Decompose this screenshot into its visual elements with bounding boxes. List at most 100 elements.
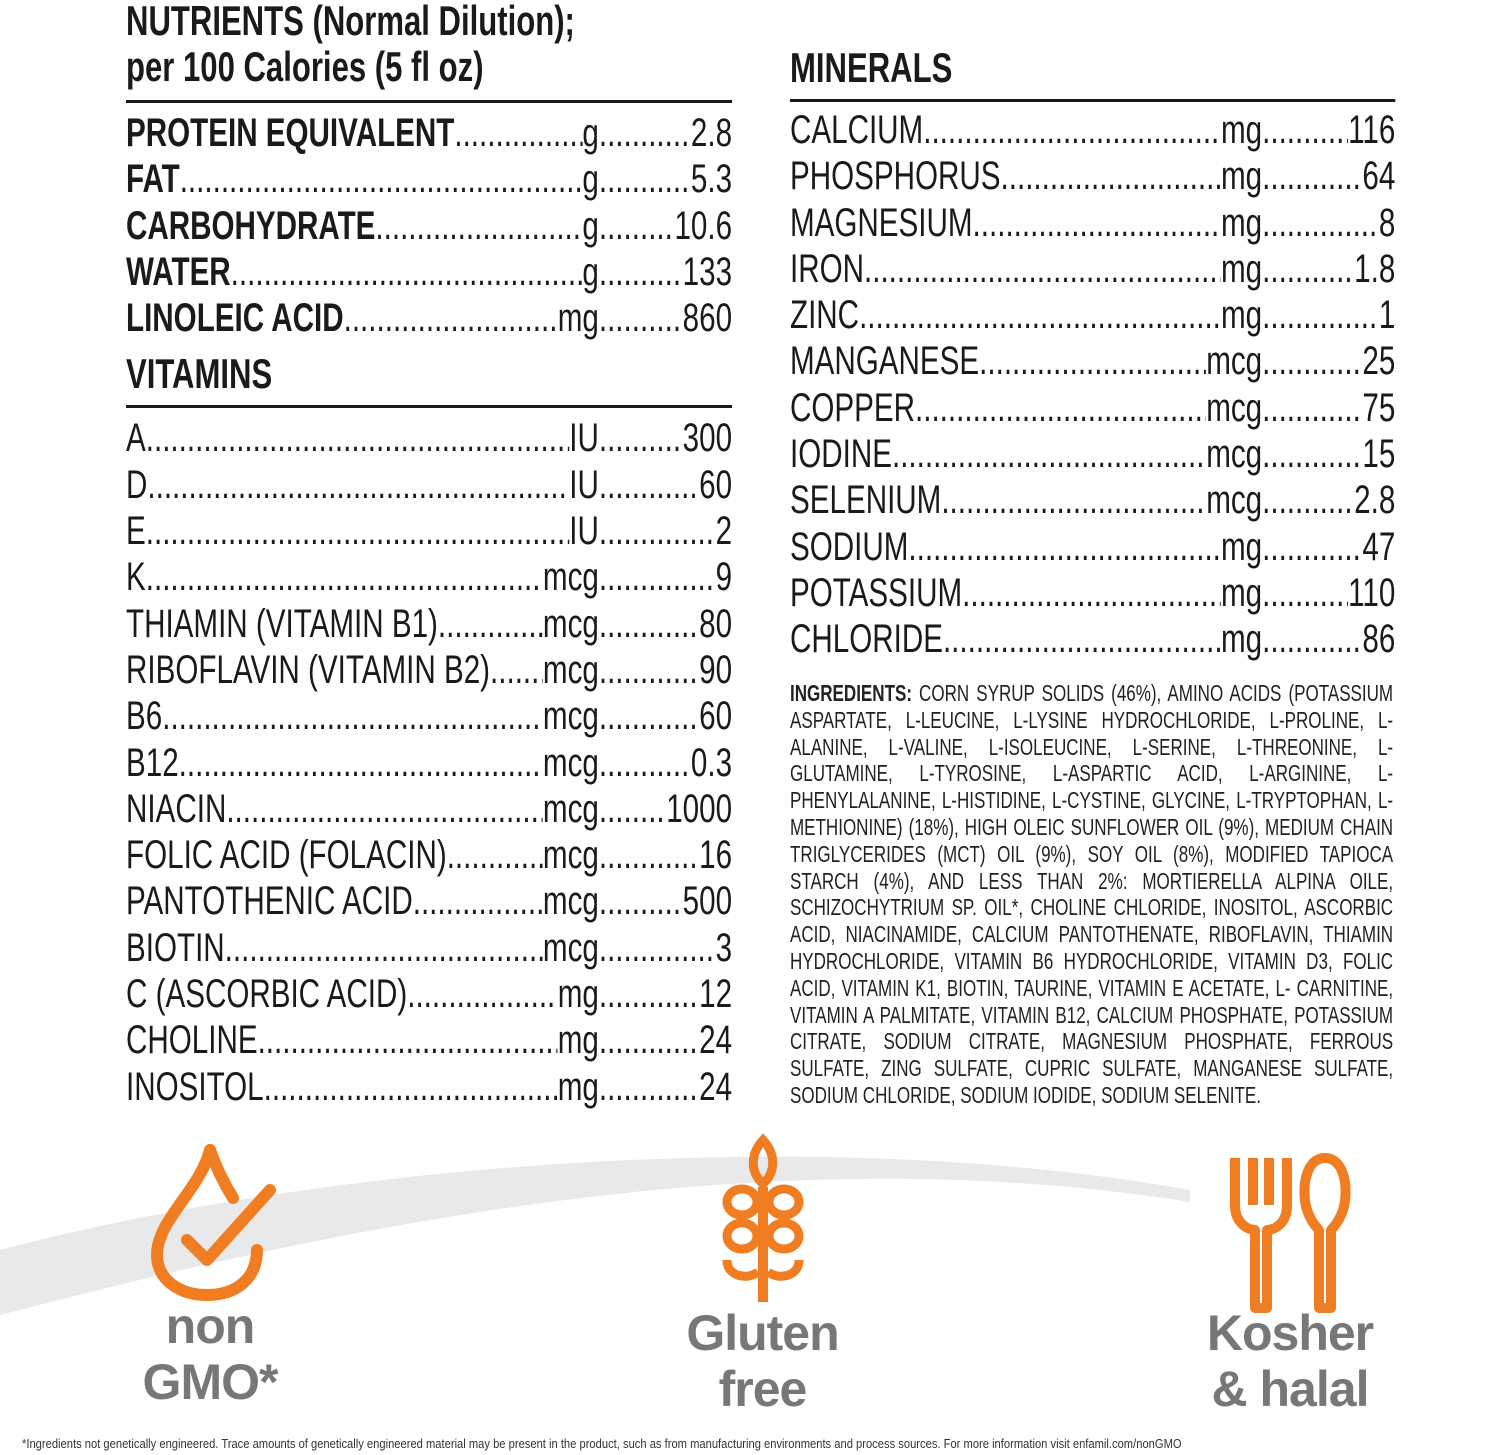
dot-leader (979, 338, 1206, 384)
nutrient-name: IODINE (790, 432, 892, 477)
nutrient-value: 1 (1378, 293, 1396, 338)
nutrient-unit: mg (1220, 293, 1263, 338)
nutrient-name: K (126, 555, 146, 600)
dot-leader (599, 647, 699, 693)
nutrient-name: D (126, 462, 148, 507)
dot-leader (413, 878, 543, 924)
nutrient-unit: mcg (1206, 339, 1263, 384)
oil-drop-check-icon (150, 1144, 276, 1302)
wheat-icon (722, 1133, 804, 1302)
dot-leader (225, 925, 543, 971)
nutrient-name: SELENIUM (790, 478, 942, 523)
dot-leader (923, 107, 1221, 153)
nutrient-value: 25 (1362, 339, 1396, 384)
nutrient-row: CARBOHYDRATE g 10.6 (126, 203, 732, 249)
dot-leader (226, 786, 543, 832)
nutrient-row: B6 mcg 60 (126, 693, 732, 739)
nutrient-unit: g (582, 203, 599, 248)
nutrients-column: NUTRIENTS (Normal Dilution); per 100 Cal… (126, 0, 733, 1110)
nutrient-unit: mg (557, 1064, 599, 1109)
badge-line: & halal (1211, 1361, 1370, 1417)
nutrient-unit: mcg (542, 601, 599, 646)
nutrient-row: IODINE mcg 15 (790, 431, 1395, 477)
nutrient-unit: mg (1220, 246, 1263, 291)
dot-leader (599, 786, 666, 832)
nutrient-name: RIBOFLAVIN (VITAMIN B2) (126, 647, 491, 692)
nutrient-unit: mcg (1206, 478, 1263, 523)
nutrient-value: 116 (1348, 108, 1396, 152)
nutrient-row: SODIUM mg 47 (790, 524, 1395, 570)
nutrient-unit: g (582, 111, 599, 155)
nutrient-name: PROTEIN EQUIVALENT (126, 111, 455, 155)
background-swoosh (0, 1156, 1190, 1315)
nutrient-row: WATER g 133 (126, 249, 732, 295)
dot-leader (1001, 153, 1221, 199)
minerals-column: MINERALS CALCIUMmg116PHOSPHORUSmg64MAGNE… (790, 0, 1396, 663)
nutrient-name: SODIUM (790, 524, 909, 569)
nutrient-unit: mg (557, 296, 599, 341)
fork-spoon-icon (1230, 1153, 1351, 1313)
nutrient-row: COPPER mcg 75 (790, 385, 1395, 431)
nutrient-row: MAGNESIUM mg 8 (790, 200, 1395, 246)
dot-leader (599, 156, 691, 202)
nutrient-value: 500 (682, 879, 733, 924)
nutrient-unit: mcg (542, 879, 599, 924)
ingredients-text: CORN SYRUP SOLIDS (46%), AMINO ACIDS (PO… (790, 680, 1394, 1108)
dot-leader (490, 647, 543, 693)
dot-leader (599, 971, 699, 1017)
nutrient-unit: IU (569, 509, 599, 554)
nutrient-unit: IU (569, 416, 599, 461)
nutrient-unit: mcg (542, 833, 599, 878)
dot-leader (599, 878, 683, 924)
nutrient-value: 860 (682, 296, 733, 341)
dot-leader (943, 616, 1221, 662)
nutrient-row: PROTEIN EQUIVALENT g 2.8 (126, 110, 732, 156)
nutrient-value: 16 (699, 833, 733, 878)
dot-leader (447, 832, 543, 878)
dot-leader (438, 601, 543, 647)
nutrient-unit: g (582, 249, 599, 294)
nutrient-name: CHLORIDE (790, 617, 943, 662)
nutrient-row: LINOLEIC ACID mg 860 (126, 295, 732, 341)
nutrient-name: THIAMIN (VITAMIN B1) (126, 601, 438, 646)
dot-leader (859, 292, 1221, 338)
badge-line: free (718, 1361, 808, 1417)
nutrient-unit: mcg (542, 647, 599, 692)
dot-leader (146, 508, 570, 554)
dot-leader (1262, 246, 1354, 292)
nutrient-row: SELENIUM mcg 2.8 (790, 477, 1395, 523)
nutrient-row: INOSITOL mg 24 (126, 1064, 732, 1110)
dot-leader (599, 693, 699, 739)
dot-leader (915, 385, 1206, 431)
nutrient-value: 24 (699, 1018, 733, 1063)
dot-leader (454, 110, 582, 156)
nutrient-row: FOLIC ACID (FOLACIN) mcg 16 (126, 832, 732, 878)
dot-leader (258, 1017, 558, 1063)
nutrient-name: ZINC (790, 293, 860, 338)
nutrient-name: E (126, 509, 146, 554)
nutrient-name: B6 (126, 694, 163, 739)
dot-leader (599, 462, 699, 508)
nutrient-row: PANTOTHENIC ACID mcg 500 (126, 878, 732, 924)
nutrient-name: FAT (126, 157, 180, 202)
nutrient-value: 5.3 (690, 157, 733, 202)
nutrient-name: PANTOTHENIC ACID (126, 879, 413, 924)
dot-leader (1262, 431, 1362, 477)
dot-leader (599, 415, 683, 461)
badge-line: Kosher (1206, 1305, 1374, 1361)
nutrient-value: 2.8 (690, 111, 733, 155)
nutrient-value: 9 (715, 555, 733, 600)
nutrient-row: D IU 60 (126, 462, 732, 508)
dot-leader (162, 693, 543, 739)
dot-leader (599, 740, 691, 786)
dot-leader (179, 740, 543, 786)
dot-leader (599, 832, 699, 878)
nutrient-unit: mg (1220, 570, 1263, 615)
dot-leader (231, 249, 583, 295)
dot-leader (941, 477, 1206, 523)
minerals-title: MINERALS (790, 44, 953, 91)
badge-gluten-free: Gluten free (660, 1305, 865, 1417)
nutrient-row: FAT g 5.3 (126, 156, 732, 202)
nutrient-unit: mcg (542, 555, 599, 600)
nutrient-row: IRON mg 1.8 (790, 246, 1395, 292)
